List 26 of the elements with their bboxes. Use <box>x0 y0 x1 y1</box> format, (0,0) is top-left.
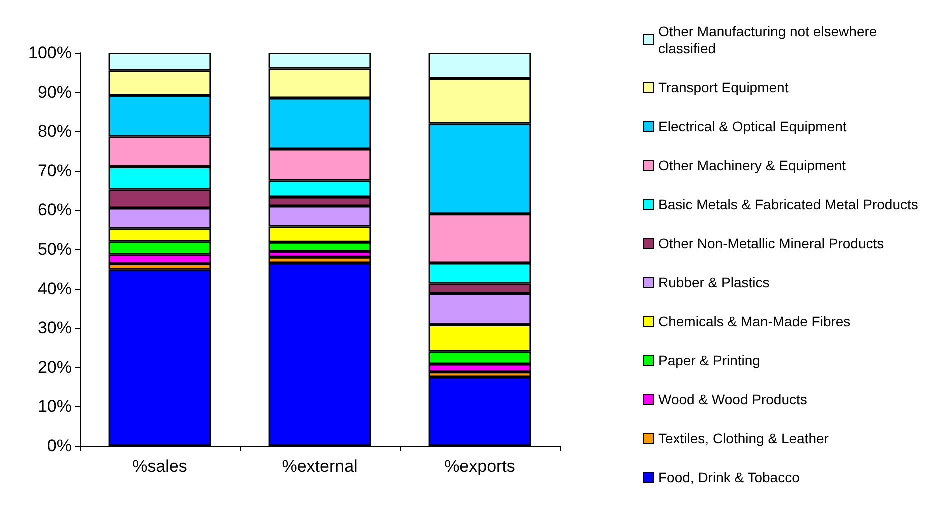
legend-label: Basic Metals & Fabricated Metal Products <box>658 196 918 212</box>
y-tick-label: 50% <box>38 240 72 259</box>
legend-label: Textiles, Clothing & Leather <box>658 430 830 446</box>
x-tick-label: %external <box>282 457 358 476</box>
y-tick-label: 70% <box>38 161 72 180</box>
legend-label: Other Manufacturing not elsewhere classified <box>658 24 882 56</box>
x-tick-label: %exports <box>444 457 516 476</box>
y-tick-label: 10% <box>38 397 72 416</box>
y-tick-label: 90% <box>38 82 72 102</box>
y-tick-label: 20% <box>38 358 72 377</box>
legend-label: Other Non-Metallic Mineral Products <box>658 236 884 252</box>
x-tick-label: %sales <box>132 457 188 476</box>
legend-label: Rubber & Plastics <box>658 274 770 290</box>
legend-label: Paper & Printing <box>658 352 760 368</box>
legend-label: Wood & Wood Products <box>658 392 808 408</box>
y-tick-label: 40% <box>38 279 72 298</box>
legend-label: Electrical & Optical Equipment <box>658 118 847 134</box>
legend-label: Other Machinery & Equipment <box>658 158 846 174</box>
y-tick-label: 0% <box>47 436 72 456</box>
legend-label: Transport Equipment <box>658 80 789 96</box>
y-tick-label: 100% <box>28 44 72 62</box>
y-tick-label: 60% <box>38 200 72 220</box>
y-tick-label: 30% <box>38 318 72 338</box>
legend-label: Chemicals & Man-Made Fibres <box>658 314 851 330</box>
y-tick-label: 80% <box>38 122 72 142</box>
legend-label: Food, Drink & Tobacco <box>658 470 800 486</box>
